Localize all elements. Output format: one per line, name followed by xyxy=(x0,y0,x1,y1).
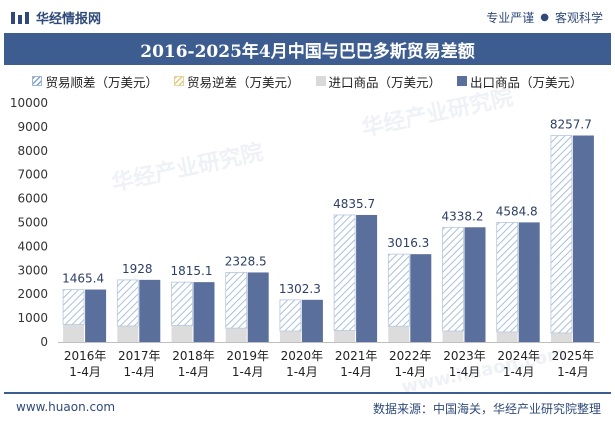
y-tick-label: 9000 xyxy=(17,120,48,134)
x-tick-label: 1-4月 xyxy=(286,365,318,379)
export-bar xyxy=(572,135,594,342)
export-bar xyxy=(139,279,161,342)
x-tick-label: 1-4月 xyxy=(340,365,372,379)
legend-label-export: 出口商品（万美元） xyxy=(470,74,583,90)
x-tick-label: 2019年 xyxy=(226,349,269,363)
footer-divider xyxy=(4,392,611,394)
legend-label-import: 进口商品（万美元） xyxy=(328,74,442,90)
x-tick-label: 2020年 xyxy=(281,349,324,363)
x-tick-label: 1-4月 xyxy=(557,365,589,379)
import-bar xyxy=(63,324,85,342)
import-bar xyxy=(388,326,410,342)
data-label: 4338.2 xyxy=(442,209,484,223)
import-bar xyxy=(225,328,247,342)
x-tick-label: 2025年 xyxy=(552,349,595,363)
y-tick-label: 6000 xyxy=(17,192,48,206)
surplus-bar xyxy=(116,279,139,327)
data-label: 8257.7 xyxy=(550,118,592,132)
y-tick-label: 8000 xyxy=(17,144,48,158)
surplus-bar xyxy=(333,214,356,331)
data-label: 2328.5 xyxy=(225,254,267,268)
x-tick-label: 1-4月 xyxy=(449,365,481,379)
import-bar xyxy=(117,325,139,342)
slogan-right: 客观科学 xyxy=(554,11,603,25)
import-bar xyxy=(334,330,356,342)
import-bar xyxy=(279,331,301,342)
x-tick-label: 1-4月 xyxy=(503,365,535,379)
legend-item-export: 出口商品（万美元） xyxy=(457,70,583,92)
slogan-left: 专业严谨 xyxy=(486,11,535,25)
data-label: 1928 xyxy=(122,262,153,276)
data-label: 4584.8 xyxy=(496,204,538,218)
data-label: 1815.1 xyxy=(171,264,213,278)
surplus-bar xyxy=(496,221,519,333)
export-bar xyxy=(85,289,107,342)
export-bar xyxy=(247,272,269,342)
surplus-bar xyxy=(387,253,410,327)
data-label: 1465.4 xyxy=(62,272,104,286)
x-tick-label: 2024年 xyxy=(497,349,540,363)
legend-label-surplus: 贸易顺差（万美元） xyxy=(45,74,158,90)
x-tick-label: 1-4月 xyxy=(178,365,210,379)
import-bar xyxy=(550,332,572,342)
data-label: 4835.7 xyxy=(333,197,375,211)
brand-name: 华经情报网 xyxy=(36,12,102,27)
logo-icon xyxy=(11,11,29,24)
bar-chart: 0 1000 2000 3000 4000 5000 6000 7000 8000 9000 100… xyxy=(10,96,600,379)
legend-swatch-deficit xyxy=(173,76,184,86)
surplus-bar xyxy=(62,289,85,325)
top-bar: 华经情报网 专业严谨 ● 客观科学 xyxy=(0,0,615,34)
y-tick-label: 0 xyxy=(40,335,48,349)
surplus-bar xyxy=(550,135,573,334)
legend-swatch-export xyxy=(457,76,468,86)
footer-website: www.huaon.com xyxy=(16,400,116,414)
import-bar xyxy=(496,331,518,342)
export-bar xyxy=(464,227,486,342)
import-bar xyxy=(171,325,193,342)
legend-item-deficit: 贸易逆差（万美元） xyxy=(173,70,300,92)
x-tick-label: 2021年 xyxy=(335,349,378,363)
data-label: 1302.3 xyxy=(279,282,321,296)
x-tick-label: 2016年 xyxy=(64,349,107,363)
chart-legend: 贸易顺差（万美元） 贸易逆差（万美元） 进口商品（万美元） 出口商品（万美元） xyxy=(0,70,615,92)
y-tick-label: 2000 xyxy=(17,287,48,301)
footer-source: 数据来源：中国海关，华经产业研究院整理 xyxy=(372,402,601,416)
slogan-separator: ● xyxy=(540,12,549,23)
export-bar xyxy=(518,222,540,342)
data-label: 3016.3 xyxy=(387,236,429,250)
y-tick-label: 1000 xyxy=(17,311,48,325)
export-bar xyxy=(356,214,378,342)
import-bar xyxy=(442,331,464,342)
x-tick-label: 2023年 xyxy=(443,349,486,363)
y-tick-label: 7000 xyxy=(17,168,48,182)
x-tick-label: 2022年 xyxy=(389,349,432,363)
surplus-bar xyxy=(442,226,464,332)
export-bar xyxy=(301,299,323,342)
y-tick-label: 4000 xyxy=(17,239,48,253)
x-tick-label: 2018年 xyxy=(172,349,215,363)
legend-swatch-surplus xyxy=(32,76,43,86)
surplus-bar xyxy=(171,281,193,326)
export-bar xyxy=(410,254,432,342)
chart-title: 2016-2025年4月中国与巴巴多斯贸易差额 xyxy=(4,33,611,65)
x-tick-label: 1-4月 xyxy=(123,365,155,379)
x-tick-label: 2017年 xyxy=(118,349,161,363)
legend-label-deficit: 贸易逆差（万美元） xyxy=(186,74,300,90)
surplus-bar xyxy=(279,299,302,332)
y-tick-label: 10000 xyxy=(10,96,48,110)
surplus-bar xyxy=(225,272,248,329)
export-bar xyxy=(193,282,215,342)
x-tick-label: 1-4月 xyxy=(394,365,426,379)
brand: 华经情报网 xyxy=(10,8,101,27)
legend-swatch-import xyxy=(315,76,326,86)
x-tick-label: 1-4月 xyxy=(69,365,101,379)
y-tick-label: 3000 xyxy=(17,263,48,277)
legend-item-surplus: 贸易顺差（万美元） xyxy=(32,70,158,92)
y-tick-label: 5000 xyxy=(17,216,48,230)
legend-item-import: 进口商品（万美元） xyxy=(315,70,442,92)
x-tick-label: 1-4月 xyxy=(232,365,264,379)
slogan: 专业严谨 ● 客观科学 xyxy=(486,9,603,26)
